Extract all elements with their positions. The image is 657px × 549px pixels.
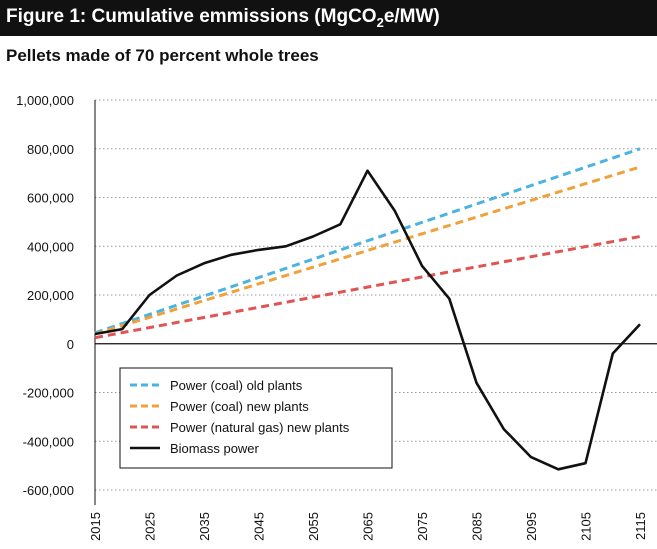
series-line — [94, 147, 641, 335]
y-tick-label: 0 — [67, 337, 74, 352]
y-tick-label: -600,000 — [23, 483, 74, 498]
x-tick-label: 2115 — [633, 512, 648, 540]
x-tick-label: 2085 — [470, 512, 485, 541]
legend-label: Power (coal) new plants — [170, 399, 309, 414]
figure-title-main: Figure 1: Cumulative emmissions (MgCO — [6, 6, 377, 27]
chart-subtitle: Pellets made of 70 percent whole trees — [6, 46, 319, 65]
x-tick-label: 2065 — [361, 512, 376, 541]
x-tick-label: 2055 — [306, 512, 321, 541]
y-tick-label: 200,000 — [27, 288, 74, 303]
series-line — [94, 165, 641, 336]
series-line — [94, 235, 641, 340]
x-tick-label: 2105 — [579, 512, 594, 541]
y-tick-label: 1,000,000 — [16, 93, 74, 108]
y-tick-label: -400,000 — [23, 434, 74, 449]
x-tick-label: 2035 — [197, 512, 212, 541]
y-tick-label: 600,000 — [27, 191, 74, 206]
legend-box — [119, 367, 393, 469]
y-tick-label: -200,000 — [23, 386, 74, 401]
y-tick-label: 800,000 — [27, 142, 74, 157]
x-tick-label: 2025 — [143, 512, 158, 541]
figure-title: Figure 1: Cumulative emmissions (MgCO2e/… — [0, 0, 657, 36]
series-line — [94, 169, 641, 471]
x-tick-label: 2095 — [524, 512, 539, 541]
figure-title-subscript: 2 — [376, 14, 384, 30]
x-tick-label: 2015 — [88, 512, 103, 541]
x-tick-label: 2045 — [252, 512, 267, 541]
y-tick-label: 400,000 — [27, 239, 74, 254]
legend-label: Biomass power — [170, 441, 260, 456]
x-tick-label: 2075 — [415, 512, 430, 541]
legend-label: Power (coal) old plants — [170, 378, 303, 393]
legend-label: Power (natural gas) new plants — [170, 420, 350, 435]
figure-title-suffix: e/MW) — [383, 6, 440, 27]
